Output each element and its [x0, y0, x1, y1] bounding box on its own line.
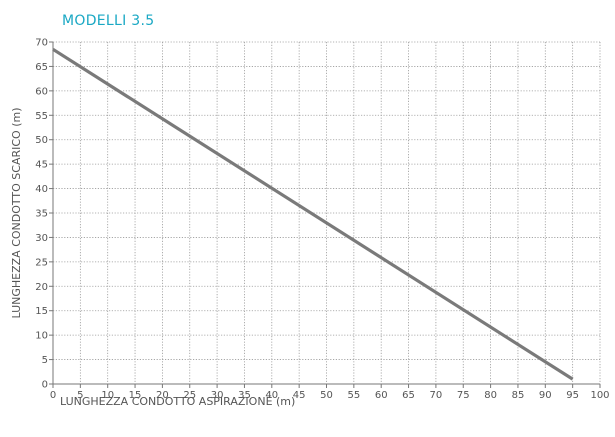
- y-tick-label: 55: [35, 111, 48, 122]
- axes: [49, 41, 601, 388]
- x-tick-labels: 0 5 10 15 20 25 30 35 40 45 50 55 60 65 70 75 80 85 90 95 10…: [50, 390, 610, 401]
- x-tick-label: 95: [566, 390, 579, 401]
- x-tick-label: 85: [512, 390, 525, 401]
- x-tick-label: 70: [430, 390, 443, 401]
- y-tick-label: 25: [35, 257, 48, 268]
- x-tick-label: 65: [402, 390, 415, 401]
- y-tick-label: 40: [35, 184, 48, 195]
- y-tick-label: 5: [42, 355, 48, 366]
- y-tick-label: 50: [35, 135, 48, 146]
- y-axis-label: LUNGHEZZA CONDOTTO SCARICO (m): [10, 107, 23, 318]
- y-tick-label: 0: [42, 380, 48, 391]
- y-tick-label: 10: [35, 331, 48, 342]
- x-tick-label: 60: [375, 390, 388, 401]
- y-tick-label: 60: [35, 86, 48, 97]
- y-tick-label: 65: [35, 62, 48, 73]
- x-tick-label: 50: [320, 390, 333, 401]
- x-tick-label: 100: [590, 390, 609, 401]
- series-layer: [52, 47, 574, 381]
- grid: [53, 41, 601, 384]
- x-axis-label: LUNGHEZZA CONDOTTO ASPIRAZIONE (m): [60, 395, 295, 408]
- x-tick-label: 45: [293, 390, 306, 401]
- x-tick-label: 20: [156, 390, 169, 401]
- x-tick-label: 25: [183, 390, 196, 401]
- y-tick-label: 70: [35, 38, 48, 49]
- x-tick-label: 35: [238, 390, 251, 401]
- x-tick-label: 75: [457, 390, 470, 401]
- y-tick-label: 45: [35, 160, 48, 171]
- x-tick-label: 15: [129, 390, 142, 401]
- x-tick-label: 55: [347, 390, 360, 401]
- x-tick-label: 90: [539, 390, 552, 401]
- x-tick-label: 30: [211, 390, 224, 401]
- x-tick-label: 5: [77, 390, 83, 401]
- y-tick-label: 15: [35, 306, 48, 317]
- x-tick-label: 80: [484, 390, 497, 401]
- y-tick-label: 30: [35, 233, 48, 244]
- x-tick-label: 10: [101, 390, 114, 401]
- x-tick-label: 40: [265, 390, 278, 401]
- x-tick-label: 0: [50, 390, 56, 401]
- series-line: [52, 47, 574, 381]
- chart-title: MODELLI 3.5: [62, 13, 154, 29]
- y-tick-label: 20: [35, 282, 48, 293]
- y-tick-labels: 0 5 10 15 20 25 30 35 40 45 50 55 60 65 70: [35, 38, 48, 391]
- y-tick-label: 35: [35, 209, 48, 220]
